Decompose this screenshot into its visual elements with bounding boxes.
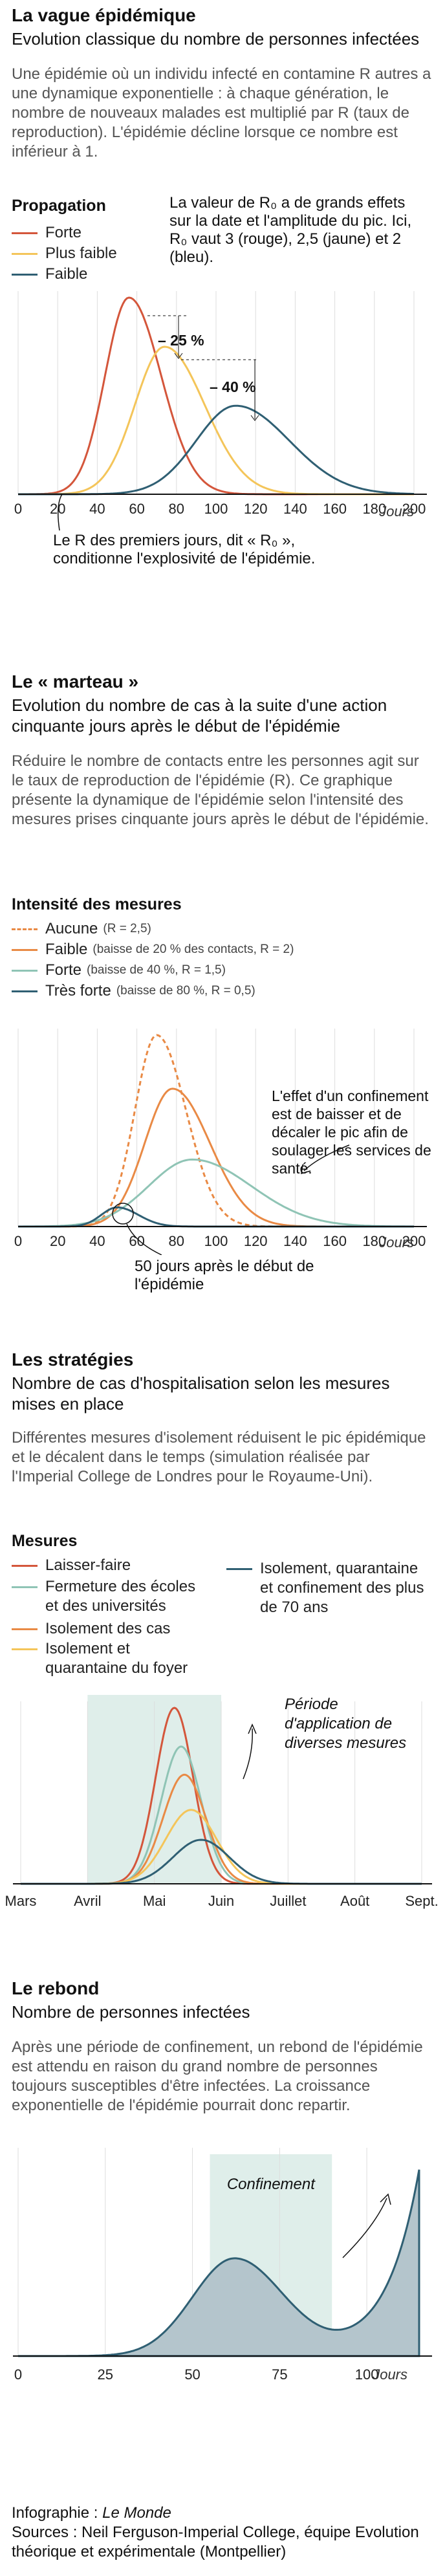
footer-sources: Sources : Neil Ferguson-Imperial College… — [12, 2524, 419, 2560]
x-tick-label: Juin — [208, 1893, 234, 1909]
x-tick-label: Août — [340, 1893, 369, 1909]
s1-legend: Forte Plus faible Faible — [12, 223, 117, 285]
s3-body: Différentes mesures d'isolement réduisen… — [12, 1429, 426, 1485]
x-tick-label: 140 — [283, 501, 307, 517]
x-tick-label: 40 — [89, 1233, 105, 1249]
s3-annotation: Période d'application de diverses mesure… — [285, 1696, 407, 1752]
x-tick-label: 120 — [244, 1233, 268, 1249]
chart-marteau: 0 20 40 60 80 100 120 140 160 180 200 Jours — [14, 1029, 427, 1255]
s4-title: Le rebond — [12, 1978, 100, 1998]
s4-annotation: Confinement — [227, 2176, 316, 2193]
x-tick-label: Sept. — [405, 1893, 438, 1909]
x-tick-label: 80 — [169, 501, 184, 517]
s1-xlabel: Jours — [378, 503, 414, 519]
s1-legend-title: Propagation — [12, 197, 106, 215]
x-tick-label: 20 — [50, 1233, 65, 1249]
x-tick-label: 60 — [129, 1233, 144, 1249]
s1-annotation: Le R des premiers jours, dit « R₀ », con… — [53, 532, 316, 567]
x-tick-label: 200 — [402, 501, 426, 517]
s2-xlabel: Jours — [378, 1234, 414, 1250]
s2-note: L'effet d'un confinement est de baisser … — [272, 1087, 431, 1177]
x-tick-label: 140 — [283, 1233, 307, 1249]
s4-body: Après une période de confinement, un reb… — [12, 2038, 423, 2114]
x-tick-label: 25 — [98, 2366, 113, 2383]
x-tick-label: 75 — [272, 2366, 287, 2383]
s3-legend-item: Fermeture des écoles et des universités — [12, 1577, 219, 1616]
x-tick-label: 0 — [14, 1233, 22, 1249]
s1-note: La valeur de R₀ a de grands effets sur l… — [169, 194, 412, 266]
s2-legend-item: Faible (baisse de 20 % des contacts, R = … — [12, 939, 294, 960]
x-tick-label: 200 — [402, 1233, 426, 1249]
s2-legend-item: Forte (baisse de 40 %, R = 1,5) — [12, 960, 294, 981]
s2-annotation: 50 jours après le début de l'épidémie — [135, 1258, 314, 1293]
x-tick-label: 60 — [129, 501, 144, 517]
chart-propagation: 0 20 40 60 80 100 120 140 160 180 200 Jours – 25 %… — [14, 291, 427, 530]
x-tick-label: 0 — [14, 501, 22, 517]
s3-legend-item: Isolement et quarantaine du foyer — [12, 1639, 219, 1678]
x-tick-label: Mai — [143, 1893, 166, 1909]
x-tick-label: 100 — [355, 2366, 379, 2383]
s3-title: Les stratégies — [12, 1349, 134, 1370]
s4-xlabel: Jours — [372, 2366, 407, 2383]
s1-title: La vague épidémique — [12, 5, 196, 25]
s3-legend-left: Laisser-faire Fermeture des écoles et de… — [12, 1555, 219, 1678]
s4-subtitle: Nombre de personnes infectées — [12, 2002, 250, 2022]
annotation-25: – 25 % — [158, 332, 204, 349]
s1-subtitle: Evolution classique du nombre de personn… — [12, 29, 420, 49]
annotation-40: – 40 % — [210, 378, 256, 395]
x-tick-label: 80 — [169, 1233, 184, 1249]
s1-body: Une épidémie où un individu infecté en c… — [12, 65, 431, 160]
s2-legend-item: Aucune (R = 2,5) — [12, 919, 294, 939]
x-tick-label: 40 — [89, 501, 105, 517]
x-tick-label: Avril — [74, 1893, 101, 1909]
x-tick-label: Mars — [5, 1893, 37, 1909]
s3-legend-title: Mesures — [12, 1532, 78, 1550]
footer-credit: Infographie : Le Monde — [12, 2504, 171, 2522]
s1-legend-item: Plus faible — [12, 243, 117, 264]
x-tick-label: 160 — [323, 501, 347, 517]
s2-subtitle: Evolution du nombre de cas à la suite d'… — [12, 695, 387, 736]
x-tick-label: 100 — [204, 501, 228, 517]
s3-legend-item: Laisser-faire — [12, 1555, 219, 1576]
s2-legend: Aucune (R = 2,5) Faible (baisse de 20 % de… — [12, 919, 294, 1001]
x-tick-label: 180 — [362, 501, 386, 517]
x-tick-label: 50 — [184, 2366, 200, 2383]
chart-rebond: 0 25 50 75 100 Jours Confinement — [13, 2148, 432, 2383]
s2-title: Le « marteau » — [12, 671, 139, 692]
s2-body: Réduire le nombre de contacts entre les … — [12, 752, 429, 828]
s3-legend-item: Isolement, quarantaine et confinement de… — [226, 1559, 433, 1617]
s3-subtitle: Nombre de cas d'hospitalisation selon le… — [12, 1373, 390, 1414]
x-tick-label: 120 — [244, 501, 268, 517]
x-tick-label: 180 — [362, 1233, 386, 1249]
x-tick-label: 100 — [204, 1233, 228, 1249]
s1-legend-item: Forte — [12, 223, 117, 243]
s2-legend-item: Très forte (baisse de 80 %, R = 0,5) — [12, 981, 294, 1001]
chart-strategies: Mars Avril Mai Juin Juillet Août Sept. — [5, 1695, 439, 1909]
x-tick-label: Juillet — [270, 1893, 306, 1909]
s2-legend-title: Intensité des mesures — [12, 895, 182, 913]
s3-legend-item: Isolement des cas — [12, 1619, 219, 1639]
x-tick-label: 0 — [14, 2366, 22, 2383]
s1-legend-item: Faible — [12, 264, 117, 285]
x-tick-label: 160 — [323, 1233, 347, 1249]
